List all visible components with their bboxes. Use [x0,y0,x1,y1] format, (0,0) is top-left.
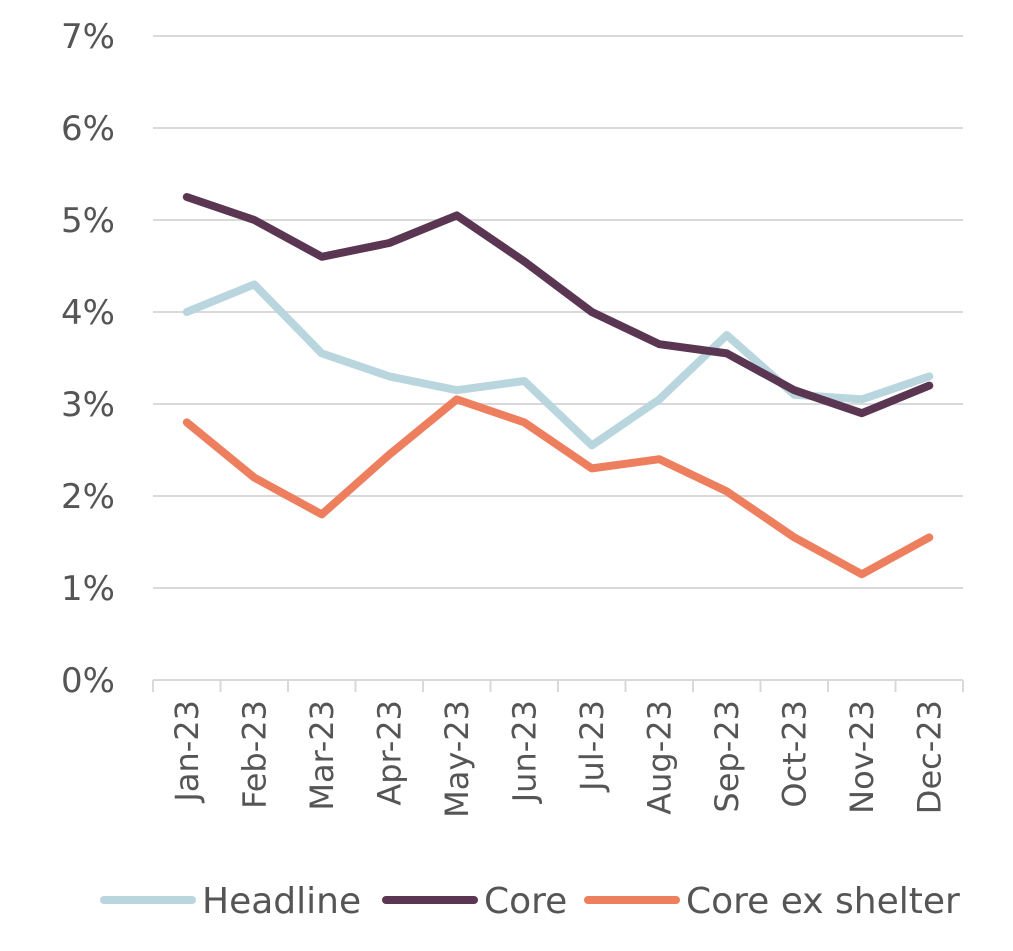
legend-label: Core ex shelter [686,881,960,922]
y-tick-label: 2% [61,477,115,517]
legend-label: Headline [202,881,361,922]
series-line-headline [182,280,934,450]
y-tick-label: 1% [61,569,115,609]
x-tick-label: Jan-23 [168,700,206,804]
series-line-core-ex-shelter [182,395,934,579]
y-tick-label: 4% [61,293,115,333]
x-tick-label: May-23 [438,700,476,818]
x-tick-label: Jul-23 [573,700,611,793]
y-tick-label: 6% [61,109,115,149]
legend: Headline Core Core ex shelter [100,881,960,922]
x-tick-label: Mar-23 [303,700,341,811]
series-lines [182,193,934,579]
x-tick-label: Jun-23 [505,700,543,804]
x-tick-label: Dec-23 [910,700,948,814]
y-tick-label: 5% [61,201,115,241]
y-tick-label: 7% [61,17,115,57]
x-axis: Jan-23 Feb-23 Mar-23 Apr-23 May-23 Jun-23 Jul-… [152,679,964,818]
series-line-core [182,193,934,418]
legend-label: Core [484,881,567,922]
gridlines [153,35,963,589]
x-tick-label: Aug-23 [640,700,678,815]
y-tick-label: 0% [61,661,115,701]
x-tick-label: Apr-23 [370,700,408,806]
y-axis-ticks: 0% 1% 2% 3% 4% 5% 6% 7% [61,17,115,701]
x-tick-label: Nov-23 [843,700,881,814]
x-tick-label: Sep-23 [708,700,746,813]
y-tick-label: 3% [61,385,115,425]
x-tick-label: Oct-23 [775,700,813,808]
x-tick-label: Feb-23 [235,700,273,809]
